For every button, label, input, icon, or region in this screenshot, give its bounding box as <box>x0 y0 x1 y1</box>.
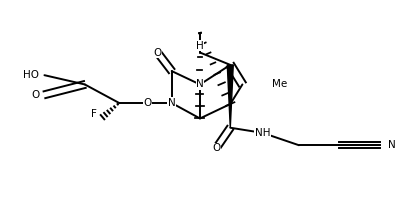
Text: NH: NH <box>255 128 270 138</box>
Text: N: N <box>388 140 396 150</box>
Text: Me: Me <box>271 80 287 89</box>
Text: F: F <box>91 109 97 119</box>
Text: O: O <box>212 143 220 153</box>
Text: H: H <box>196 41 204 51</box>
Text: N: N <box>168 98 176 108</box>
Text: N: N <box>196 80 204 89</box>
Text: O: O <box>143 98 152 108</box>
Text: O: O <box>31 90 40 100</box>
Text: O: O <box>154 48 162 57</box>
Polygon shape <box>227 65 233 128</box>
Text: HO: HO <box>23 70 40 80</box>
